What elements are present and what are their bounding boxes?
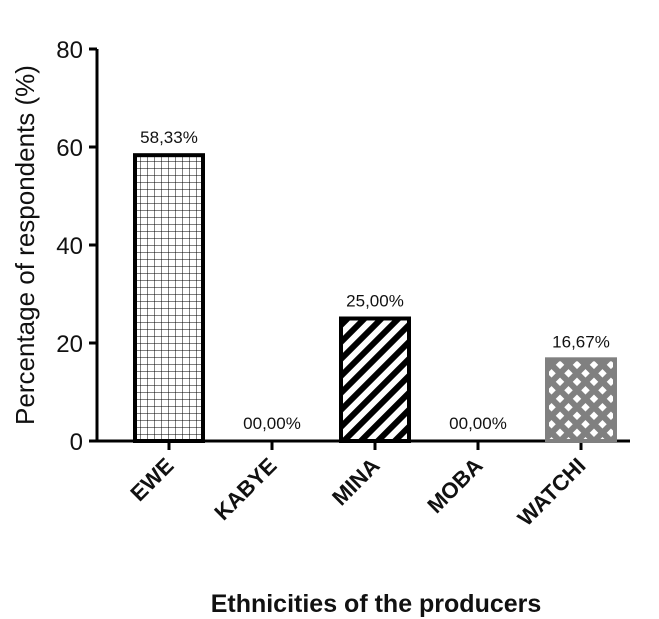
x-tick-label: EWE	[125, 453, 178, 506]
y-tick-label: 40	[56, 233, 83, 260]
x-axis-label: Ethnicities of the producers	[211, 590, 542, 618]
y-tick-label: 80	[56, 37, 83, 64]
y-tick-label: 0	[70, 429, 83, 456]
y-axis-label: Percentage of respondents (%)	[10, 65, 40, 425]
data-label: 00,00%	[449, 414, 507, 433]
x-tick-label: WATCHI	[513, 453, 591, 531]
bar	[133, 153, 205, 443]
plot-area: 0 20 40 60 80 EWE KABYE MINA MOBA WATCHI 58,33% 00,…	[56, 37, 630, 531]
y-tick-label: 20	[56, 331, 83, 358]
x-tick-label: MOBA	[422, 453, 487, 518]
data-label: 58,33%	[140, 128, 198, 147]
bar	[339, 316, 411, 443]
bar	[545, 357, 617, 443]
data-label: 00,00%	[243, 414, 301, 433]
x-tick-label: KABYE	[209, 453, 281, 525]
x-tick-label: MINA	[327, 453, 385, 511]
data-label: 16,67%	[552, 332, 610, 351]
data-label: 25,00%	[346, 292, 404, 311]
y-tick-label: 60	[56, 135, 83, 162]
